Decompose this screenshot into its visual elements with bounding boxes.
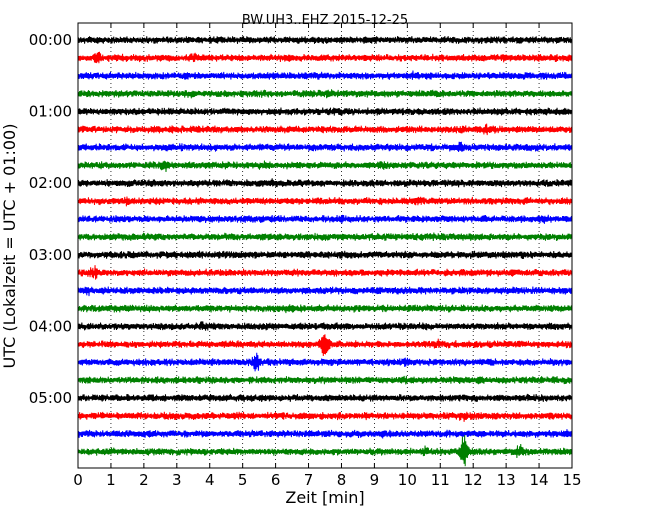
seismic-trace [77, 352, 573, 372]
y-tick-label: 00:00 [29, 31, 72, 49]
x-tick-label: 12 [464, 471, 483, 489]
x-tick-label: 0 [73, 471, 83, 489]
seismic-trace [77, 89, 573, 99]
y-tick-label: 04:00 [29, 317, 72, 335]
seismic-trace [77, 435, 573, 467]
seismic-trace [77, 178, 573, 188]
x-tick-label: 1 [106, 471, 116, 489]
seismic-trace [77, 36, 573, 45]
trace-group [77, 36, 573, 467]
seismic-trace [77, 265, 573, 280]
chart-title: BW.UH3..EHZ 2015-12-25 [242, 13, 408, 28]
seismic-trace [77, 286, 573, 297]
seismic-trace [77, 107, 573, 116]
plot-frame [77, 22, 573, 469]
seismic-trace [77, 123, 573, 136]
seismic-trace [77, 141, 573, 152]
seismic-trace [77, 214, 573, 224]
x-tick-label: 10 [398, 471, 417, 489]
y-tick-label: 03:00 [29, 246, 72, 264]
x-tick-label: 11 [431, 471, 450, 489]
y-tick-label: 05:00 [29, 389, 72, 407]
x-tick-label: 8 [337, 471, 347, 489]
seismic-trace [77, 250, 573, 260]
seismic-trace [77, 160, 573, 173]
y-axis-label: UTC (Lokalzeit = UTC + 01:00) [0, 124, 19, 369]
seismic-trace [77, 375, 573, 385]
seismic-trace [77, 334, 573, 357]
x-tick-label: 4 [205, 471, 215, 489]
x-tick-label: 5 [238, 471, 248, 489]
seismic-trace [77, 232, 573, 242]
seismic-trace [77, 196, 573, 207]
x-tick-label: 6 [271, 471, 281, 489]
x-tick-label: 2 [139, 471, 149, 489]
x-axis-label: Zeit [min] [285, 488, 364, 507]
x-tick-label: 15 [562, 471, 581, 489]
seismic-trace [77, 429, 573, 439]
x-tick-label: 3 [172, 471, 182, 489]
seismic-trace [77, 393, 573, 403]
x-tick-label: 14 [530, 471, 549, 489]
seismic-trace [77, 70, 573, 80]
y-tick-label: 02:00 [29, 174, 72, 192]
y-tick-label: 01:00 [29, 103, 72, 121]
seismic-trace [77, 304, 573, 314]
x-tick-label: 9 [370, 471, 380, 489]
seismic-trace [77, 411, 573, 422]
seismic-trace [77, 321, 573, 331]
seismic-trace [77, 51, 573, 64]
axis-ticks: 0 1 2 3 4 5 6 7 8 9 10 11 12 13 14 1500:0001:0002:0003:… [29, 23, 582, 489]
x-tick-label: 13 [497, 471, 516, 489]
x-tick-label: 7 [304, 471, 314, 489]
